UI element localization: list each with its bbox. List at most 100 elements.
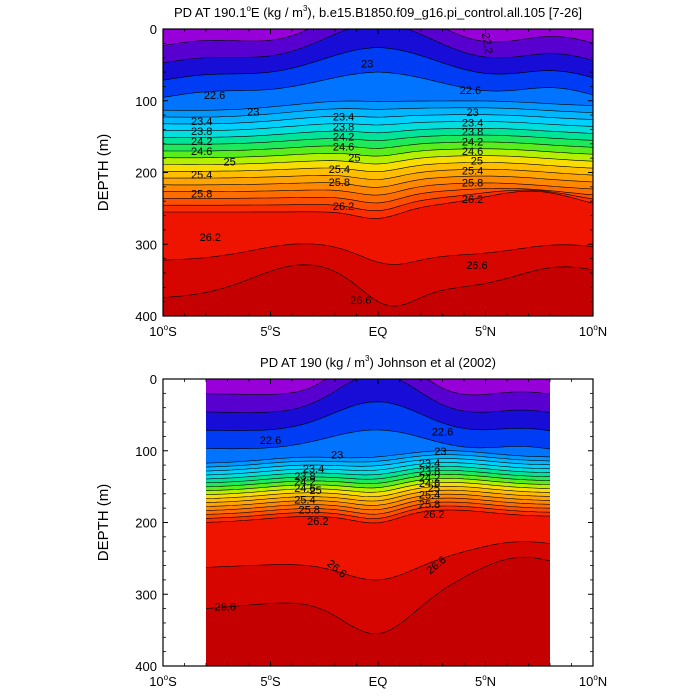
contour-label: 24.2	[333, 132, 354, 144]
contour-label: 26.2	[462, 194, 483, 206]
contour-label: 25	[428, 483, 440, 495]
contour-line	[206, 497, 550, 511]
contour-line	[163, 175, 593, 188]
contour-line	[163, 182, 593, 196]
contour-label: 25.4	[191, 170, 212, 182]
contour-label: 25.4	[329, 164, 350, 176]
contour-label: 23	[247, 107, 259, 119]
contour-line	[163, 71, 593, 98]
contour-line	[206, 401, 550, 432]
y-tick-label: 200	[135, 166, 157, 181]
contour-line	[206, 458, 550, 472]
contour-label: 23.8	[191, 126, 212, 138]
contour-label: 23.4	[333, 112, 354, 124]
contour-label: 25.8	[462, 178, 483, 190]
contour-label: 25.8	[191, 188, 212, 200]
contour-label: 23.8	[333, 122, 354, 134]
contour-label: 26.2	[200, 232, 221, 244]
contour-label: 25.8	[419, 499, 440, 511]
x-tick-label: 5oN	[475, 323, 496, 339]
contour-line	[206, 478, 550, 491]
contour-line	[206, 505, 550, 519]
contour-band	[163, 264, 593, 316]
contour-line	[163, 148, 593, 159]
contour-line	[163, 47, 593, 81]
x-tick-label: 10oN	[579, 673, 607, 689]
contour-line	[206, 474, 550, 488]
contour-line	[206, 429, 550, 450]
contour-label: 23.8	[294, 471, 315, 483]
contour-label: 22.2	[479, 32, 495, 55]
x-tick-label: 10oN	[579, 323, 607, 339]
y-axis-label: DEPTH (m)	[95, 134, 112, 212]
contour-line	[206, 509, 550, 524]
contour-label: 24.6	[419, 478, 440, 490]
y-tick-label: 400	[135, 659, 157, 674]
y-tick-label: 100	[135, 94, 157, 109]
contour-line	[163, 141, 593, 152]
y-tick-label: 0	[150, 372, 157, 387]
contour-label: 23.4	[191, 116, 212, 128]
contour-line	[206, 454, 550, 468]
contour-line	[163, 243, 593, 265]
contour-line	[163, 162, 593, 172]
x-tick-label: EQ	[369, 324, 388, 339]
y-tick-label: 400	[135, 309, 157, 324]
contour-band	[206, 557, 550, 666]
contour-line	[163, 188, 593, 204]
x-tick-label: 5oS	[260, 323, 281, 339]
contour-lines	[163, 29, 593, 307]
contour-line	[206, 379, 550, 413]
contour-line	[206, 493, 550, 507]
contour-label: 25	[224, 157, 236, 169]
contour-label: 23.8	[419, 466, 440, 478]
contour-line	[163, 189, 593, 211]
contour-label: 23.4	[303, 464, 324, 476]
x-axis: 10oS 5oS EQ 5oN 10oN	[149, 379, 607, 689]
contour-label: 25	[471, 155, 483, 167]
chart-title: PD AT 190.1oE (kg / m3), b.e15.B1850.f09…	[174, 4, 582, 20]
contour-label: 26.6	[466, 260, 487, 272]
contour-label: 23	[361, 58, 373, 70]
y-tick-label: 300	[135, 587, 157, 602]
contour-label: 22.6	[432, 426, 453, 438]
contour-label: 25.8	[329, 177, 350, 189]
contour-line	[206, 450, 550, 464]
contour-label: 25.8	[298, 505, 319, 517]
contour-line	[206, 379, 550, 396]
contour-line	[206, 482, 550, 495]
contour-label: 25	[310, 485, 322, 497]
y-axis-label: DEPTH (m)	[95, 484, 112, 562]
x-tick-label: EQ	[369, 674, 388, 689]
contour-label: 23	[331, 449, 343, 461]
contour-label: 24.2	[191, 136, 212, 148]
contour-lines	[206, 379, 550, 635]
contour-line	[163, 264, 593, 307]
contour-label: 25.4	[294, 495, 315, 507]
contour-fills	[206, 379, 550, 666]
contour-label: 23.4	[419, 458, 440, 470]
contour-label: 23.8	[462, 127, 483, 139]
contour-line	[206, 501, 550, 515]
contour-line	[163, 190, 593, 219]
contour-line	[163, 114, 593, 125]
contour-line	[163, 121, 593, 131]
y-tick-label: 300	[135, 237, 157, 252]
contour-label: 26.6	[350, 295, 371, 307]
y-tick-label: 100	[135, 444, 157, 459]
contour-label: 24.6	[294, 483, 315, 495]
contour-label: 23.4	[462, 117, 483, 129]
y-tick-label: 0	[150, 22, 157, 37]
contour-label: 26.2	[307, 516, 328, 528]
contour-label: 24.2	[462, 137, 483, 149]
contour-label: 25.4	[462, 165, 483, 177]
contour-label: 26.2	[423, 509, 444, 521]
contour-label: 26.6	[215, 601, 236, 613]
contour-line	[206, 486, 550, 499]
contour-line	[206, 541, 550, 581]
contour-line	[163, 100, 593, 111]
contour-line	[206, 462, 550, 476]
